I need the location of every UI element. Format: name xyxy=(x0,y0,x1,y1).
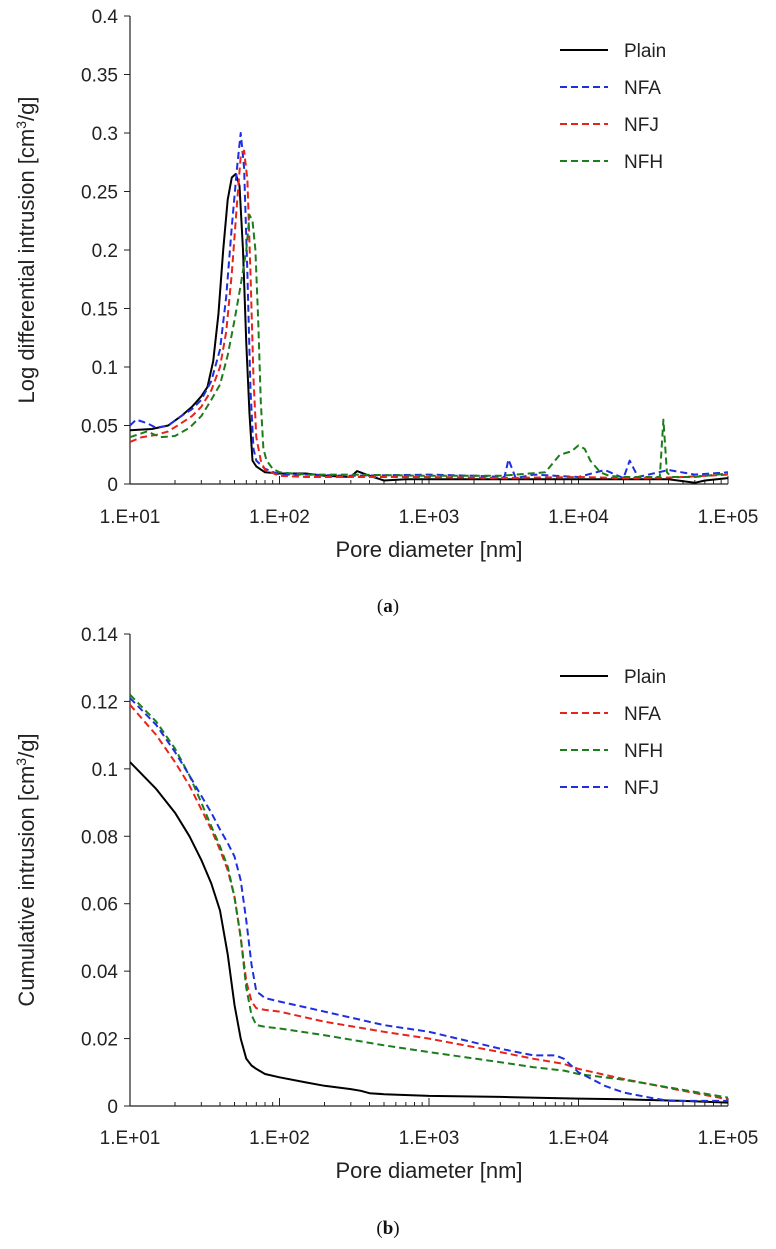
x-tick-label: 1.E+02 xyxy=(249,507,310,528)
series-line-nfh xyxy=(130,213,728,478)
y-tick-label: 0.04 xyxy=(81,962,118,983)
y-tick-label: 0.4 xyxy=(92,7,119,28)
y-tick-label: 0.06 xyxy=(81,895,118,916)
y-axis-title: Cumulative intrusion [cm3/g] xyxy=(13,733,39,1006)
y-tick-label: 0 xyxy=(107,1097,118,1118)
series-line-nfa xyxy=(130,132,728,480)
x-tick-label: 1.E+05 xyxy=(698,507,759,528)
legend-label-plain: Plain xyxy=(624,41,666,62)
legend-label-nfh: NFH xyxy=(624,152,663,173)
y-tick-label: 0.1 xyxy=(92,358,118,379)
x-tick-label: 1.E+04 xyxy=(548,507,609,528)
series-line-plain xyxy=(130,172,728,484)
x-tick-label: 1.E+01 xyxy=(100,1128,161,1149)
chart-a: 0 0.05 0.1 0.15 0.2 0.25 0.3 0.35 0.4 1.E+01 1.E+0… xyxy=(13,7,758,617)
y-tick-label: 0.25 xyxy=(81,183,118,204)
x-tick-label: 1.E+03 xyxy=(399,507,460,528)
x-tick-label: 1.E+01 xyxy=(100,507,161,528)
legend-label-nfj: NFJ xyxy=(624,778,659,799)
x-axis-title: Pore diameter [nm] xyxy=(335,1158,522,1183)
x-tick-label: 1.E+03 xyxy=(399,1128,460,1149)
series-line-nfa xyxy=(130,704,728,1101)
panel-caption: (b) xyxy=(376,1218,399,1239)
legend-label-nfh: NFH xyxy=(624,741,663,762)
y-tick-label: 0.08 xyxy=(81,827,118,848)
legend-label-nfj: NFJ xyxy=(624,115,659,136)
legend-label-nfa: NFA xyxy=(624,704,661,725)
y-tick-label: 0.12 xyxy=(81,692,118,713)
y-tick-label: 0.05 xyxy=(81,417,118,438)
series-line-nfj xyxy=(130,697,728,1102)
y-tick-label: 0.02 xyxy=(81,1030,118,1051)
x-axis-title: Pore diameter [nm] xyxy=(335,537,522,562)
series-line-nfh xyxy=(130,694,728,1099)
series-line-nfj xyxy=(130,149,728,480)
y-tick-label: 0.14 xyxy=(81,625,118,646)
chart-b: 0 0.02 0.04 0.06 0.08 0.1 0.12 0.14 1.E+01 1.E+02… xyxy=(13,625,758,1239)
x-tick-label: 1.E+05 xyxy=(698,1128,759,1149)
y-tick-label: 0 xyxy=(107,475,118,496)
y-tick-label: 0.15 xyxy=(81,300,118,321)
y-tick-label: 0.35 xyxy=(81,66,118,87)
y-tick-label: 0.2 xyxy=(92,241,118,262)
y-axis-title: Log differential intrusion [cm3/g] xyxy=(13,96,39,403)
x-tick-label: 1.E+02 xyxy=(249,1128,310,1149)
y-tick-label: 0.3 xyxy=(92,124,118,145)
panel-caption: (a) xyxy=(377,596,399,617)
legend-label-plain: Plain xyxy=(624,667,666,688)
legend-label-nfa: NFA xyxy=(624,78,661,99)
series-line-plain xyxy=(130,761,728,1104)
x-tick-label: 1.E+04 xyxy=(548,1128,609,1149)
y-tick-label: 0.1 xyxy=(92,760,118,781)
